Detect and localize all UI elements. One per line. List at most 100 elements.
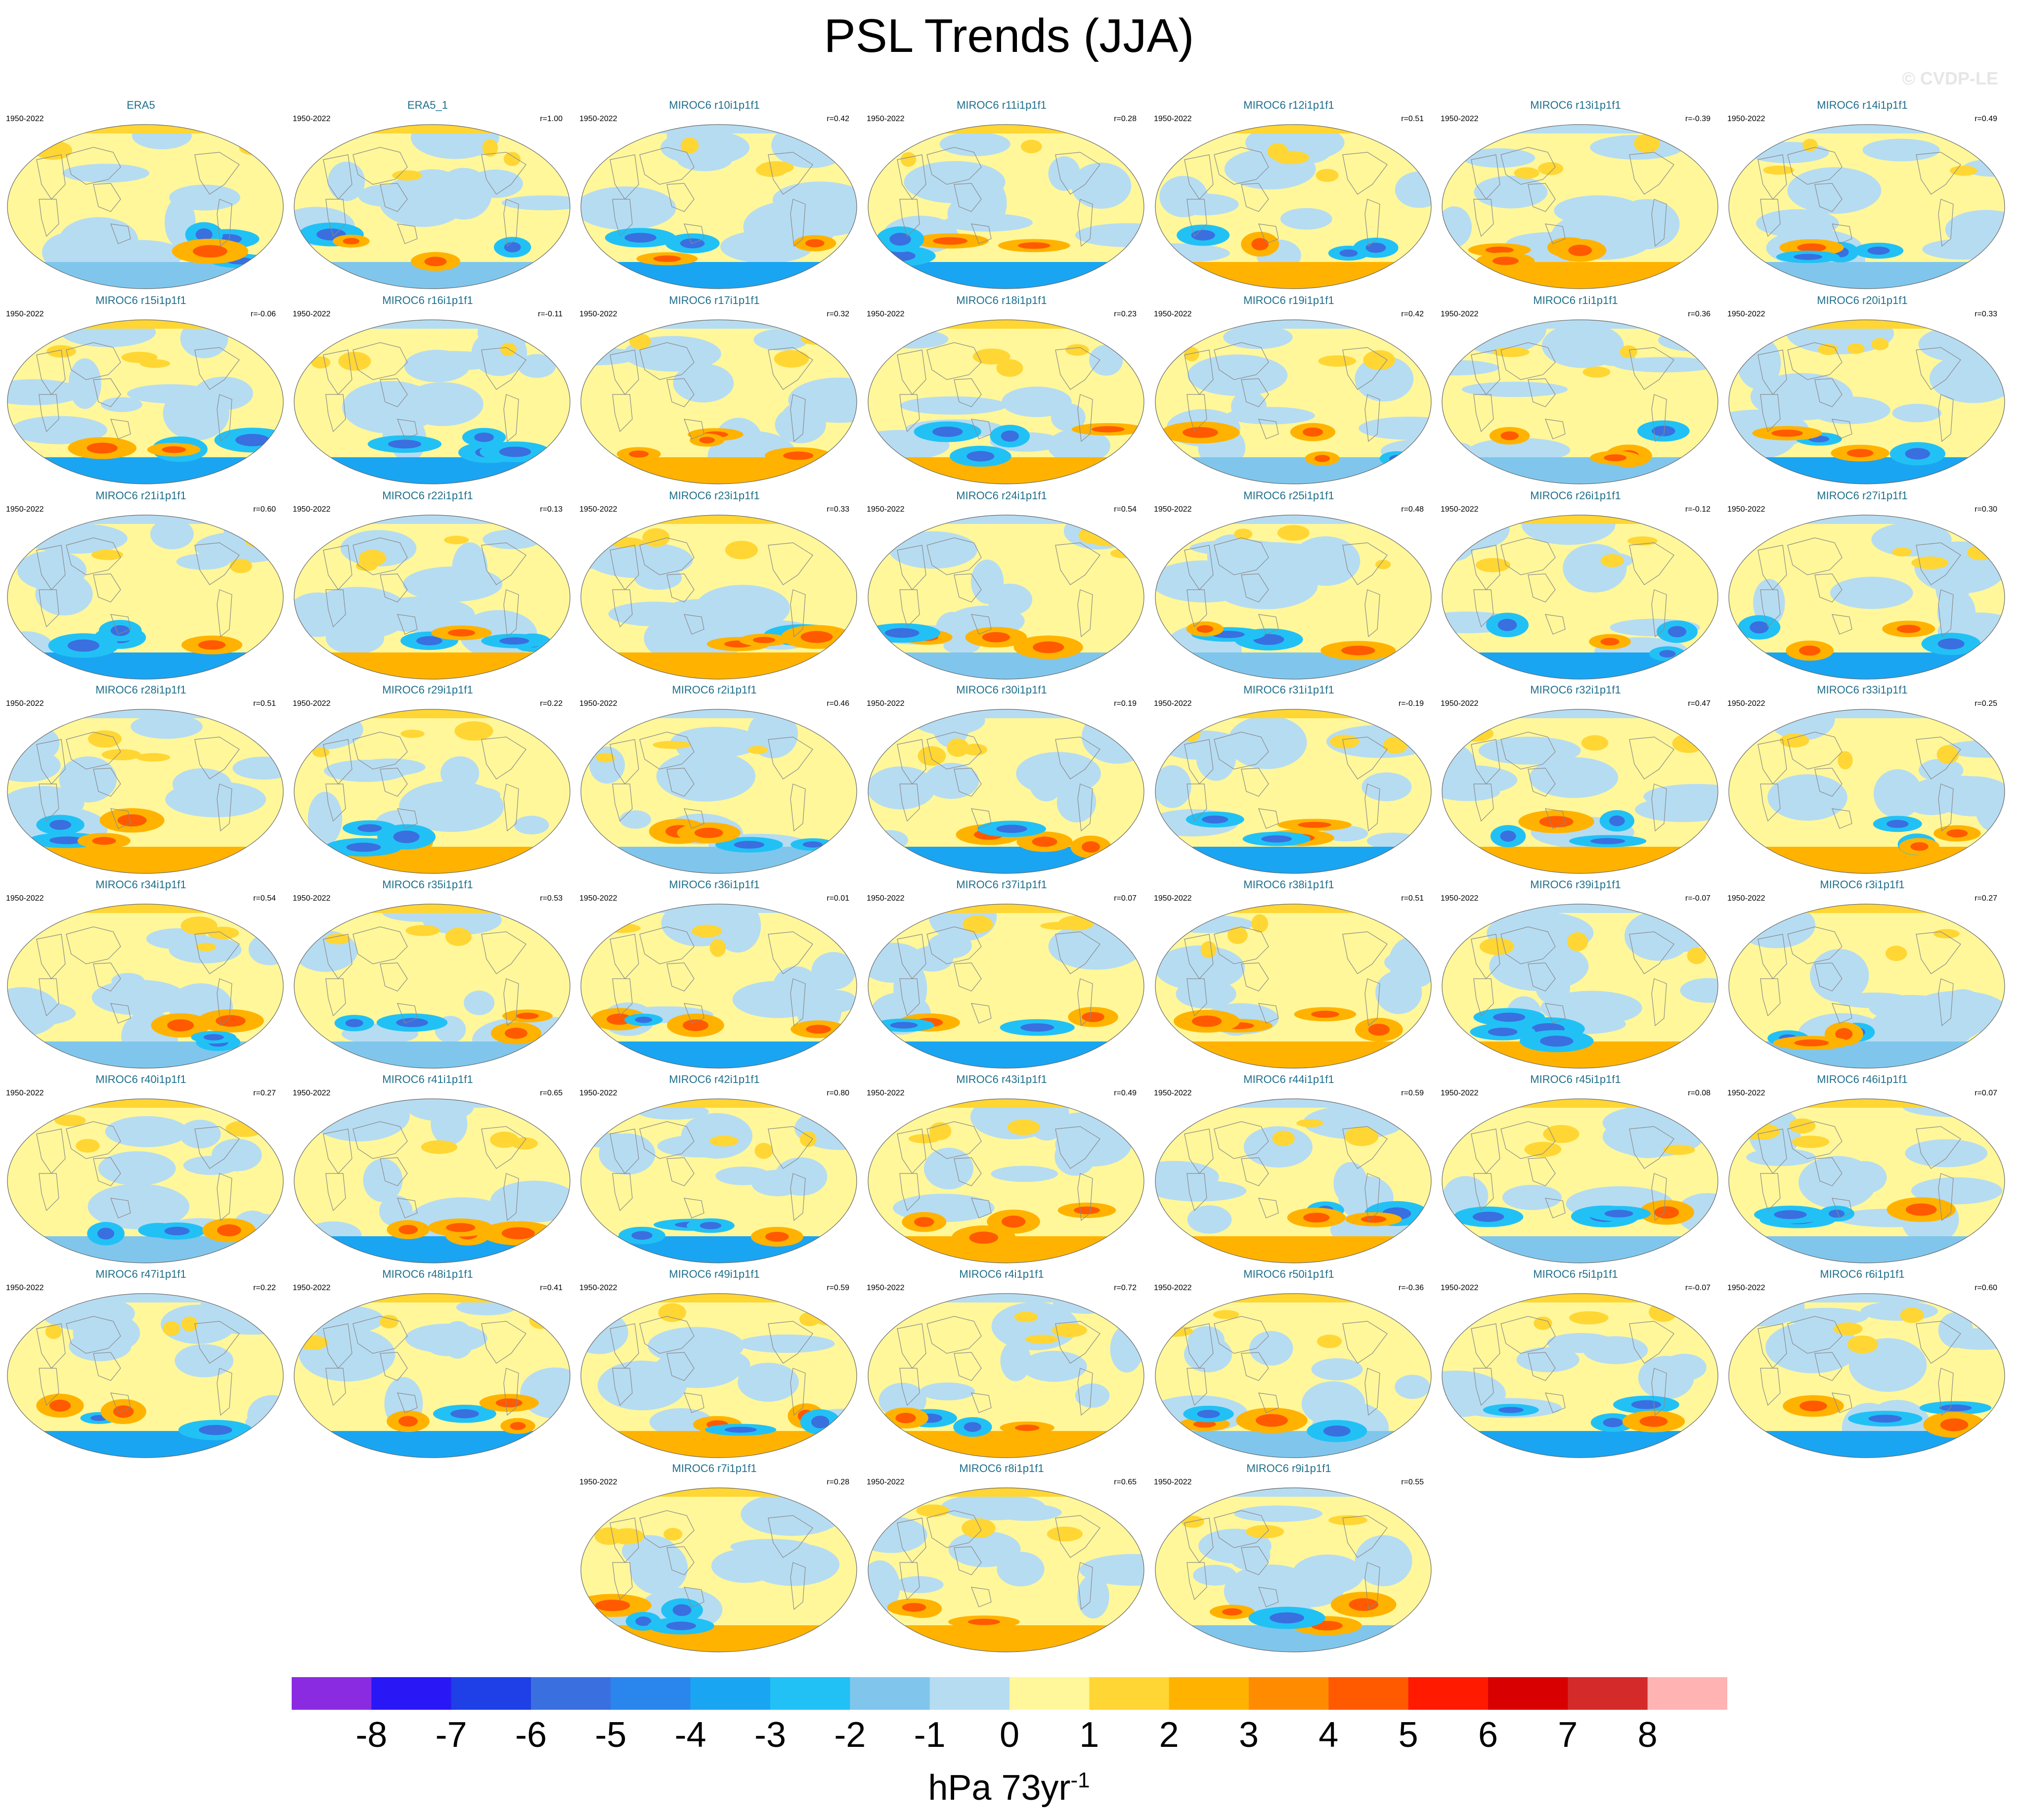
coastline xyxy=(899,394,920,433)
coastline xyxy=(666,768,695,797)
contour-patch xyxy=(1502,1185,1562,1211)
contour-patch xyxy=(1652,426,1675,436)
contour-patch xyxy=(1092,537,1130,547)
coastline xyxy=(612,783,633,822)
trend-map xyxy=(1155,1293,1432,1458)
contour-patch xyxy=(1442,457,1718,484)
contour-patch xyxy=(581,1625,857,1652)
contour-patch xyxy=(1900,1307,1924,1323)
coastline xyxy=(1651,199,1667,247)
coastline xyxy=(380,573,408,603)
coastline xyxy=(194,931,240,974)
map-panel: MIROC6 r16i1p1f1 1950-2022 r=-0.11 xyxy=(287,294,570,487)
coastline xyxy=(380,183,408,212)
contour-patch xyxy=(666,1621,696,1630)
coastline xyxy=(1760,1173,1781,1212)
contour-patch xyxy=(76,1139,100,1153)
map-outline xyxy=(868,904,1144,1069)
panel-period: 1950-2022 xyxy=(1727,1284,1765,1292)
contour-patch xyxy=(868,766,936,810)
panel-title: MIROC6 r8i1p1f1 xyxy=(959,1462,1044,1474)
contour-patch xyxy=(1443,1176,1489,1216)
contour-patch xyxy=(1847,1335,1878,1353)
contour-patch xyxy=(1794,254,1822,260)
trend-map xyxy=(294,904,570,1069)
contour-patch xyxy=(889,531,977,569)
contour-patch xyxy=(1323,1425,1351,1437)
contour-patch xyxy=(709,939,726,957)
coastline xyxy=(503,1368,519,1416)
coastline xyxy=(93,378,121,407)
coastline xyxy=(612,199,633,237)
panel-period: 1950-2022 xyxy=(1154,115,1192,123)
contour-patch xyxy=(581,1488,857,1497)
trend-map xyxy=(1442,515,1718,680)
coastline xyxy=(1938,589,1954,638)
contour-patch xyxy=(581,125,857,133)
map-panel: MIROC6 r45i1p1f1 1950-2022 r=0.08 xyxy=(1435,1073,1718,1266)
coastline xyxy=(1651,589,1667,638)
contour-patch xyxy=(1774,1210,1807,1219)
coastline xyxy=(93,573,121,603)
contour-patch xyxy=(1007,1119,1040,1135)
coastline xyxy=(325,589,346,628)
map-panel: MIROC6 r33i1p1f1 1950-2022 r=0.25 xyxy=(1721,684,2005,876)
contour-patch xyxy=(1280,208,1332,230)
contour-patch xyxy=(380,1315,398,1329)
contour-patch xyxy=(1461,382,1568,397)
panel-title: MIROC6 r32i1p1f1 xyxy=(1530,684,1621,696)
coastline xyxy=(790,1368,806,1416)
contour-patch xyxy=(1771,430,1803,437)
coastline xyxy=(1214,926,1269,964)
contour-patch xyxy=(589,746,625,784)
coastline xyxy=(481,347,526,390)
map-outline xyxy=(868,124,1144,289)
colorbar-tick-label: -3 xyxy=(754,1715,787,1755)
coastline xyxy=(481,152,526,195)
coastline xyxy=(610,349,639,395)
map-outline xyxy=(1155,319,1432,484)
panel-period: 1950-2022 xyxy=(1154,894,1192,903)
contour-patch xyxy=(1680,978,1718,1003)
contour-patch xyxy=(890,1022,918,1029)
panel-title: MIROC6 r4i1p1f1 xyxy=(959,1268,1044,1280)
colorbar-tick-label: 5 xyxy=(1398,1715,1418,1755)
contour-patch xyxy=(495,1398,523,1408)
contour-patch xyxy=(1082,841,1100,853)
coastline xyxy=(971,614,992,635)
contour-patch xyxy=(1797,243,1826,252)
coastline xyxy=(897,1128,926,1174)
contour-patch xyxy=(1328,1515,1368,1525)
contour-patch xyxy=(7,1236,283,1263)
coastline xyxy=(110,1198,131,1218)
panel-period: 1950-2022 xyxy=(867,1284,905,1292)
contour-patch xyxy=(725,540,758,560)
coastline xyxy=(325,1368,346,1406)
coastline xyxy=(217,978,232,1027)
contour-patch xyxy=(1949,166,1977,176)
coastline xyxy=(899,783,920,822)
contour-patch xyxy=(501,1227,535,1240)
panel-period: 1950-2022 xyxy=(6,699,44,708)
coastline xyxy=(1471,545,1500,590)
contour-patch xyxy=(889,232,911,246)
contour-patch xyxy=(1871,522,1952,557)
contour-patch xyxy=(454,721,493,741)
coastline xyxy=(1629,152,1674,195)
contour-patch xyxy=(982,632,1010,643)
coastline xyxy=(397,1003,418,1024)
contour-patch xyxy=(294,847,570,873)
coastline xyxy=(1916,347,1961,390)
contour-patch xyxy=(1193,1564,1237,1586)
map-panel: MIROC6 r10i1p1f1 1950-2022 r=0.42 xyxy=(573,99,857,292)
contour-patch xyxy=(490,1131,519,1148)
map-outline xyxy=(7,124,284,289)
panel-correlation: r=-0.19 xyxy=(1398,699,1424,708)
map-panel: MIROC6 r9i1p1f1 1950-2022 r=0.55 xyxy=(1148,1462,1432,1655)
contour-patch xyxy=(933,237,968,245)
map-outline xyxy=(294,1293,570,1458)
coastline xyxy=(1214,732,1269,770)
contour-patch xyxy=(1659,650,1676,658)
panel-correlation: r=0.60 xyxy=(1974,1284,1997,1292)
contour-patch xyxy=(1227,715,1307,769)
